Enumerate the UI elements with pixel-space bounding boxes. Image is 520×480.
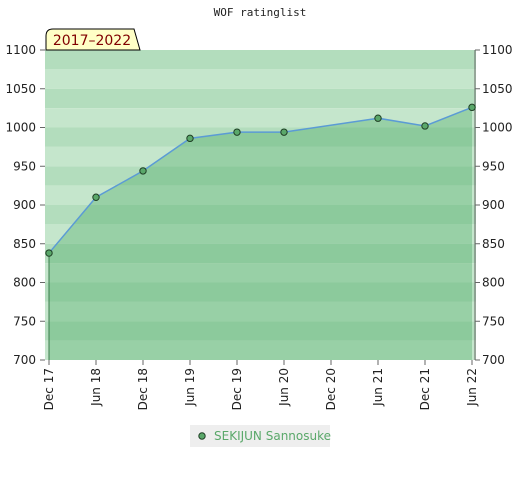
x-tick-label: Jun 22 (465, 368, 479, 407)
background-band (45, 50, 476, 70)
point (45, 249, 53, 257)
x-tick-label: Dec 17 (42, 368, 56, 410)
background-band (45, 321, 476, 341)
point (92, 193, 100, 201)
x-tick-label: Jun 18 (89, 368, 103, 407)
background-band (45, 205, 476, 225)
background-band (45, 301, 476, 322)
point (233, 128, 241, 136)
point (280, 128, 288, 136)
y-tick-label: 1000 (5, 121, 36, 135)
y-tick-label: 800 (13, 276, 36, 290)
chart-title: WOF ratinglist (214, 6, 307, 19)
background-band (45, 340, 476, 360)
y-tick-label: 950 (13, 159, 36, 173)
point (468, 103, 476, 112)
background-band (45, 243, 476, 264)
y2-tick-label: 950 (482, 159, 505, 173)
x-tick-label: Jun 20 (277, 368, 291, 407)
point (186, 134, 194, 143)
y2-tick-label: 1050 (482, 82, 513, 96)
background-band (45, 69, 476, 89)
background-band (45, 127, 476, 147)
y2-tick-label: 850 (482, 237, 505, 251)
legend-box (190, 425, 330, 447)
x-tick-label: Dec 19 (230, 368, 244, 410)
legend-label: SEKIJUN Sannosuke (214, 429, 331, 443)
point (139, 167, 147, 175)
y2-tick-label: 700 (482, 353, 505, 367)
background-band (45, 224, 476, 244)
y-tick-label: 1050 (5, 82, 36, 96)
y2-tick-label: 800 (482, 276, 505, 290)
y2-tick-label: 1000 (482, 121, 513, 135)
period-box (45, 28, 141, 51)
area (49, 107, 472, 360)
x-tick-label: Dec 20 (324, 368, 338, 410)
background-band (45, 185, 476, 205)
x-tick-label: Dec 18 (136, 368, 150, 410)
point (421, 122, 429, 130)
x-tick-label: Dec 21 (418, 368, 432, 410)
background-band (45, 146, 476, 167)
y2-tick-label: 1100 (482, 43, 513, 57)
x-tick-label: Jun 21 (371, 368, 385, 407)
background-band (45, 88, 476, 109)
y-tick-label: 850 (13, 237, 36, 251)
y2-tick-label: 900 (482, 198, 505, 212)
x-tick-label: Jun 19 (183, 368, 197, 407)
legend-marker (198, 432, 206, 440)
background-band (45, 263, 476, 283)
period-label: 2017–2022 (53, 33, 131, 49)
background-band (45, 108, 476, 128)
y-tick-label: 1100 (5, 43, 36, 57)
background-band (45, 282, 476, 302)
y-tick-label: 900 (13, 198, 36, 212)
y-tick-label: 750 (13, 314, 36, 328)
y2-tick-label: 750 (482, 314, 505, 328)
background-band (45, 166, 476, 186)
y-tick-label: 700 (13, 353, 36, 367)
point (374, 114, 382, 122)
